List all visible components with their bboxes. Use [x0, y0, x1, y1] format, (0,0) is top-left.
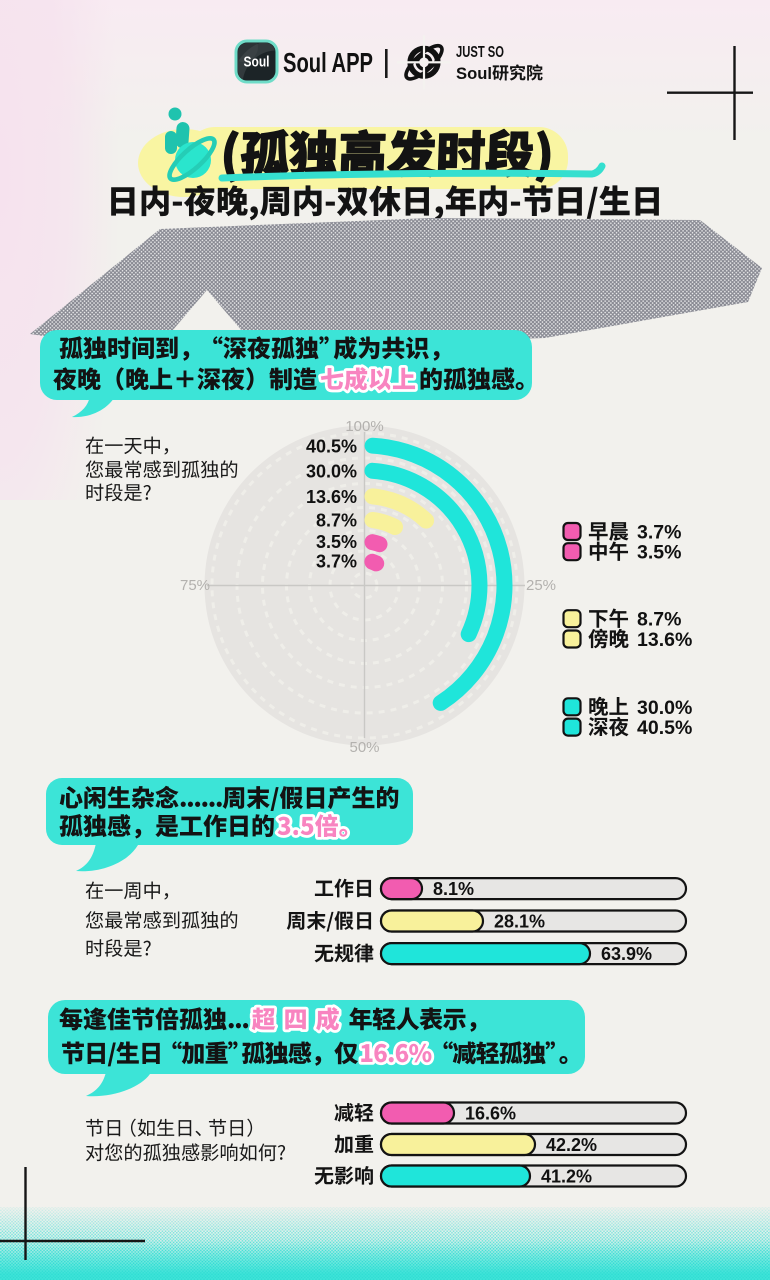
svg-text:8.7%: 8.7%	[637, 609, 681, 631]
svg-text:41.2%: 41.2%	[541, 1166, 592, 1186]
svg-text:63.9%: 63.9%	[601, 944, 652, 964]
svg-text:3.5%: 3.5%	[316, 532, 357, 552]
svg-text:3.7%: 3.7%	[316, 552, 357, 572]
svg-text:40.5%: 40.5%	[637, 717, 692, 739]
svg-text:Soul APP: Soul APP	[283, 47, 373, 78]
svg-text:40.5%: 40.5%	[306, 437, 357, 457]
svg-text:50%: 50%	[349, 739, 379, 756]
svg-text:8.7%: 8.7%	[316, 511, 357, 531]
svg-text:3.7%: 3.7%	[637, 522, 681, 544]
svg-text:Soul: Soul	[244, 55, 270, 71]
svg-text:25%: 25%	[526, 577, 556, 594]
svg-text:30.0%: 30.0%	[637, 697, 692, 719]
svg-text:75%: 75%	[180, 577, 210, 594]
svg-text:100%: 100%	[345, 418, 383, 435]
svg-text:28.1%: 28.1%	[494, 911, 545, 931]
svg-text:16.6%: 16.6%	[465, 1103, 516, 1123]
svg-text:Soul: Soul	[456, 64, 492, 83]
svg-text:JUST SO: JUST SO	[456, 44, 504, 61]
svg-text:3.5%: 3.5%	[637, 542, 681, 564]
svg-text:13.6%: 13.6%	[306, 487, 357, 507]
svg-text:8.1%: 8.1%	[433, 879, 474, 899]
svg-text:30.0%: 30.0%	[306, 462, 357, 482]
svg-text:13.6%: 13.6%	[637, 629, 692, 651]
svg-text:42.2%: 42.2%	[546, 1135, 597, 1155]
